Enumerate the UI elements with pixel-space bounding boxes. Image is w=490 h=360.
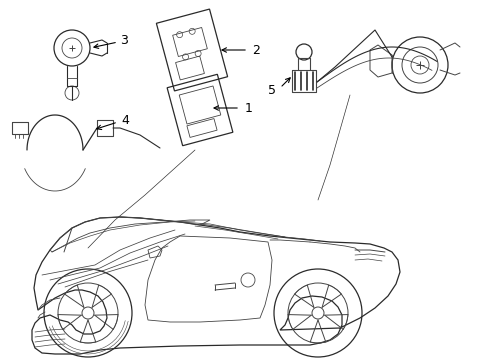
Text: 4: 4	[121, 113, 129, 126]
Text: 2: 2	[252, 44, 260, 57]
Text: 5: 5	[268, 84, 276, 96]
Text: 3: 3	[120, 33, 128, 46]
Text: 1: 1	[245, 102, 253, 114]
